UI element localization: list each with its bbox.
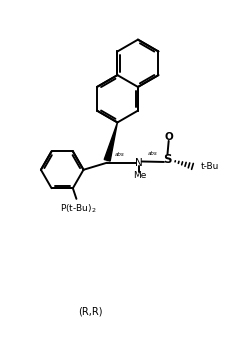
Text: S: S: [163, 153, 172, 166]
Polygon shape: [104, 122, 117, 161]
Text: Me: Me: [134, 171, 147, 180]
Text: (R,R): (R,R): [78, 307, 103, 317]
Text: N: N: [135, 158, 143, 168]
Text: t-Bu: t-Bu: [201, 162, 219, 171]
Text: abs: abs: [114, 153, 124, 157]
Text: abs: abs: [148, 151, 158, 156]
Text: P(t-Bu)$_2$: P(t-Bu)$_2$: [60, 202, 97, 215]
Text: O: O: [164, 132, 173, 142]
